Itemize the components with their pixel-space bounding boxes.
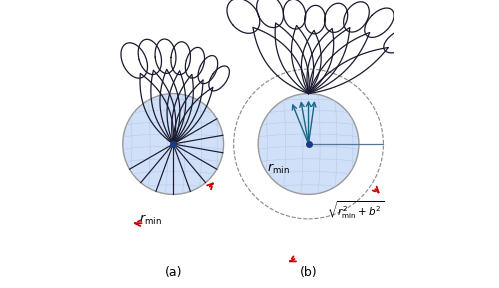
Text: (a): (a) <box>165 266 182 279</box>
Text: $r_{\mathrm{min}}$: $r_{\mathrm{min}}$ <box>267 162 290 175</box>
Text: $r_{\mathrm{min}}$: $r_{\mathrm{min}}$ <box>139 213 162 227</box>
Text: $\sqrt{r_{\mathrm{min}}^2+b^2}$: $\sqrt{r_{\mathrm{min}}^2+b^2}$ <box>327 200 384 221</box>
Text: (b): (b) <box>300 266 317 279</box>
Circle shape <box>123 94 224 194</box>
Circle shape <box>258 94 359 194</box>
